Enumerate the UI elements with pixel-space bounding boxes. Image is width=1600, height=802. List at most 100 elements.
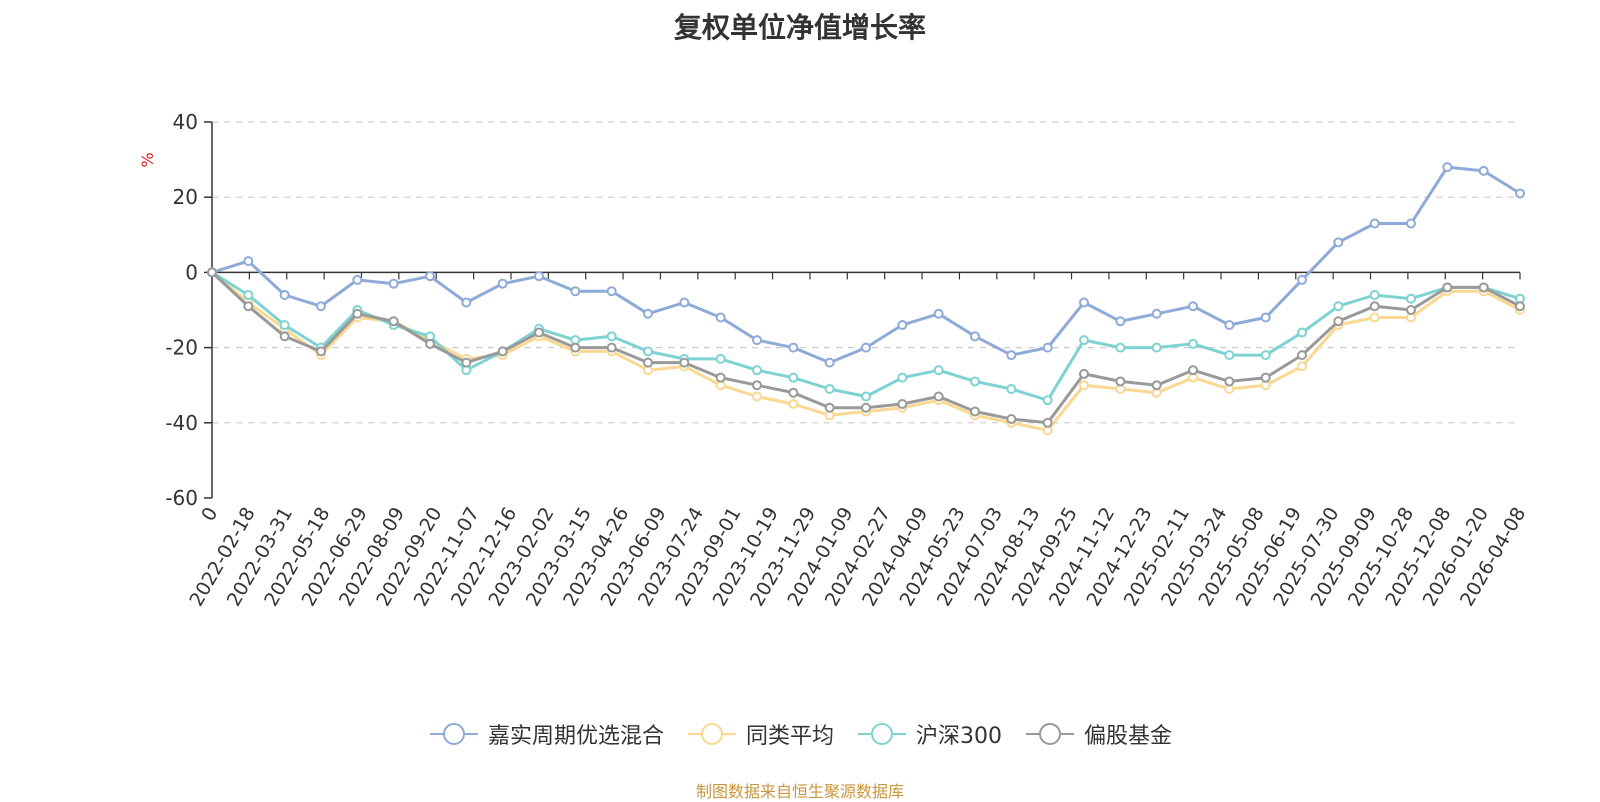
data-point [1006, 350, 1017, 361]
legend-marker-icon [858, 723, 906, 745]
y-tick-label: 40 [173, 110, 198, 134]
data-point [861, 342, 871, 353]
data-point [970, 406, 980, 417]
data-point [788, 342, 799, 353]
data-point [1297, 327, 1307, 338]
data-point [643, 308, 653, 319]
data-point [1006, 383, 1017, 394]
data-point [1406, 293, 1416, 304]
data-point [352, 274, 363, 285]
axes [204, 121, 1521, 499]
data-point [1369, 301, 1380, 312]
data-point [606, 331, 617, 342]
data-point [606, 342, 617, 353]
legend-item[interactable]: 同类平均 [686, 718, 834, 750]
data-point [1115, 376, 1126, 387]
data-point [1079, 380, 1089, 391]
data-point [933, 308, 944, 319]
data-point [1224, 350, 1235, 361]
data-point [243, 301, 254, 312]
data-point [1042, 417, 1053, 428]
data-point [1079, 335, 1089, 346]
data-point [1369, 218, 1380, 229]
y-tick-label: 20 [173, 185, 198, 209]
data-point [1406, 305, 1416, 315]
data-point [388, 278, 399, 289]
data-point [1079, 368, 1089, 379]
y-axis-unit-label: % [138, 152, 157, 167]
data-point [461, 297, 472, 308]
data-point [279, 331, 290, 342]
data-point [1224, 376, 1235, 387]
y-tick-label: -60 [165, 486, 198, 510]
data-point [1151, 342, 1162, 353]
chart-plot: 40200-20-40-6002022-02-182022-03-312022-… [138, 110, 1530, 610]
data-point [1333, 237, 1344, 248]
data-point [425, 338, 435, 349]
data-point [1006, 414, 1017, 425]
data-point [897, 399, 908, 409]
data-point [1042, 395, 1053, 406]
data-point [1079, 297, 1089, 308]
legend-marker-icon [429, 723, 478, 745]
data-point [1442, 282, 1453, 293]
data-point [1297, 361, 1307, 372]
data-point [1115, 342, 1126, 353]
data-point [1260, 372, 1271, 383]
legend-item[interactable]: 偏股基金 [1024, 718, 1172, 750]
legend-label: 偏股基金 [1084, 724, 1173, 749]
legend-item[interactable]: 嘉实周期优选混合 [428, 718, 664, 750]
data-point [752, 391, 762, 402]
data-point [279, 320, 290, 331]
data-point [861, 402, 871, 413]
data-point [679, 357, 690, 368]
x-tick-label: 0 [197, 504, 222, 525]
data-point [824, 383, 835, 394]
data-point [1515, 301, 1525, 312]
data-point [861, 391, 871, 402]
y-tick-label: -20 [165, 336, 198, 360]
data-point [933, 365, 944, 376]
data-point [897, 372, 908, 383]
data-point [788, 387, 799, 398]
series-lines [207, 162, 1525, 436]
data-point [497, 346, 508, 357]
data-point [788, 399, 799, 409]
data-point [1478, 165, 1489, 176]
data-point [570, 342, 581, 353]
data-point [1515, 188, 1525, 199]
data-point [752, 380, 762, 391]
data-point [643, 357, 653, 368]
data-point [1188, 338, 1198, 349]
data-point [1478, 282, 1489, 293]
legend-label: 沪深300 [916, 724, 1002, 749]
legend-item[interactable]: 沪深300 [856, 718, 1002, 750]
data-point [1333, 316, 1344, 327]
tick-labels: 40200-20-40-6002022-02-182022-03-312022-… [165, 110, 1530, 610]
data-point [752, 335, 762, 346]
data-point [279, 289, 290, 300]
data-point [824, 402, 835, 413]
data-point [461, 357, 472, 368]
data-point [1406, 218, 1416, 229]
data-point [1442, 162, 1453, 173]
data-point [243, 289, 254, 300]
data-point [1260, 350, 1271, 361]
data-point [752, 365, 762, 376]
data-point [1297, 350, 1307, 361]
data-point [388, 316, 399, 327]
data-point [497, 278, 508, 289]
legend[interactable]: 嘉实周期优选混合 同类平均 沪深300 偏股基金 [0, 718, 1600, 750]
data-point [570, 286, 581, 297]
data-point [316, 301, 326, 312]
data-point [788, 372, 799, 383]
data-point [1333, 301, 1344, 312]
data-point [425, 271, 435, 282]
data-point [933, 391, 944, 402]
legend-label: 嘉实周期优选混合 [487, 724, 664, 749]
data-point [1224, 320, 1235, 331]
legend-marker-icon [687, 723, 736, 745]
chart-title: 复权单位净值增长率 [673, 11, 926, 44]
data-point [1115, 316, 1126, 327]
data-point [534, 271, 544, 282]
